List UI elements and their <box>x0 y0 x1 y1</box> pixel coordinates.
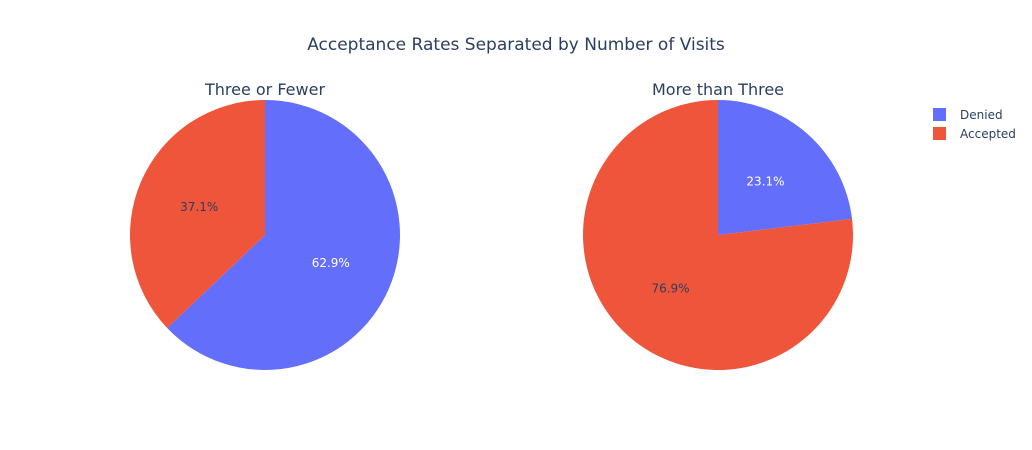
legend-swatch-denied <box>933 108 946 121</box>
pie-label-three-or-fewer-denied: 62.9% <box>312 256 350 270</box>
pie-label-more-than-three-accepted: 76.9% <box>651 282 689 296</box>
pie-slice-three-or-fewer-accepted[interactable] <box>130 100 265 329</box>
legend-label-denied: Denied <box>960 107 1003 122</box>
pie-slice-three-or-fewer-denied[interactable] <box>167 100 401 370</box>
legend-swatch-accepted <box>933 127 946 140</box>
legend: Denied Accepted <box>933 105 1016 143</box>
pie-slice-more-than-three-denied[interactable] <box>718 100 853 235</box>
pie-title-three-or-fewer: Three or Fewer <box>204 80 326 99</box>
legend-item-accepted[interactable]: Accepted <box>933 124 1016 143</box>
pie-slice-more-than-three-accepted[interactable] <box>582 100 853 370</box>
pie-label-more-than-three-denied: 23.1% <box>746 174 784 188</box>
chart-title: Acceptance Rates Separated by Number of … <box>307 35 725 55</box>
legend-label-accepted: Accepted <box>960 126 1016 141</box>
legend-item-denied[interactable]: Denied <box>933 105 1016 124</box>
pie-title-more-than-three: More than Three <box>651 80 785 99</box>
pie-label-three-or-fewer-accepted: 37.1% <box>180 200 218 214</box>
